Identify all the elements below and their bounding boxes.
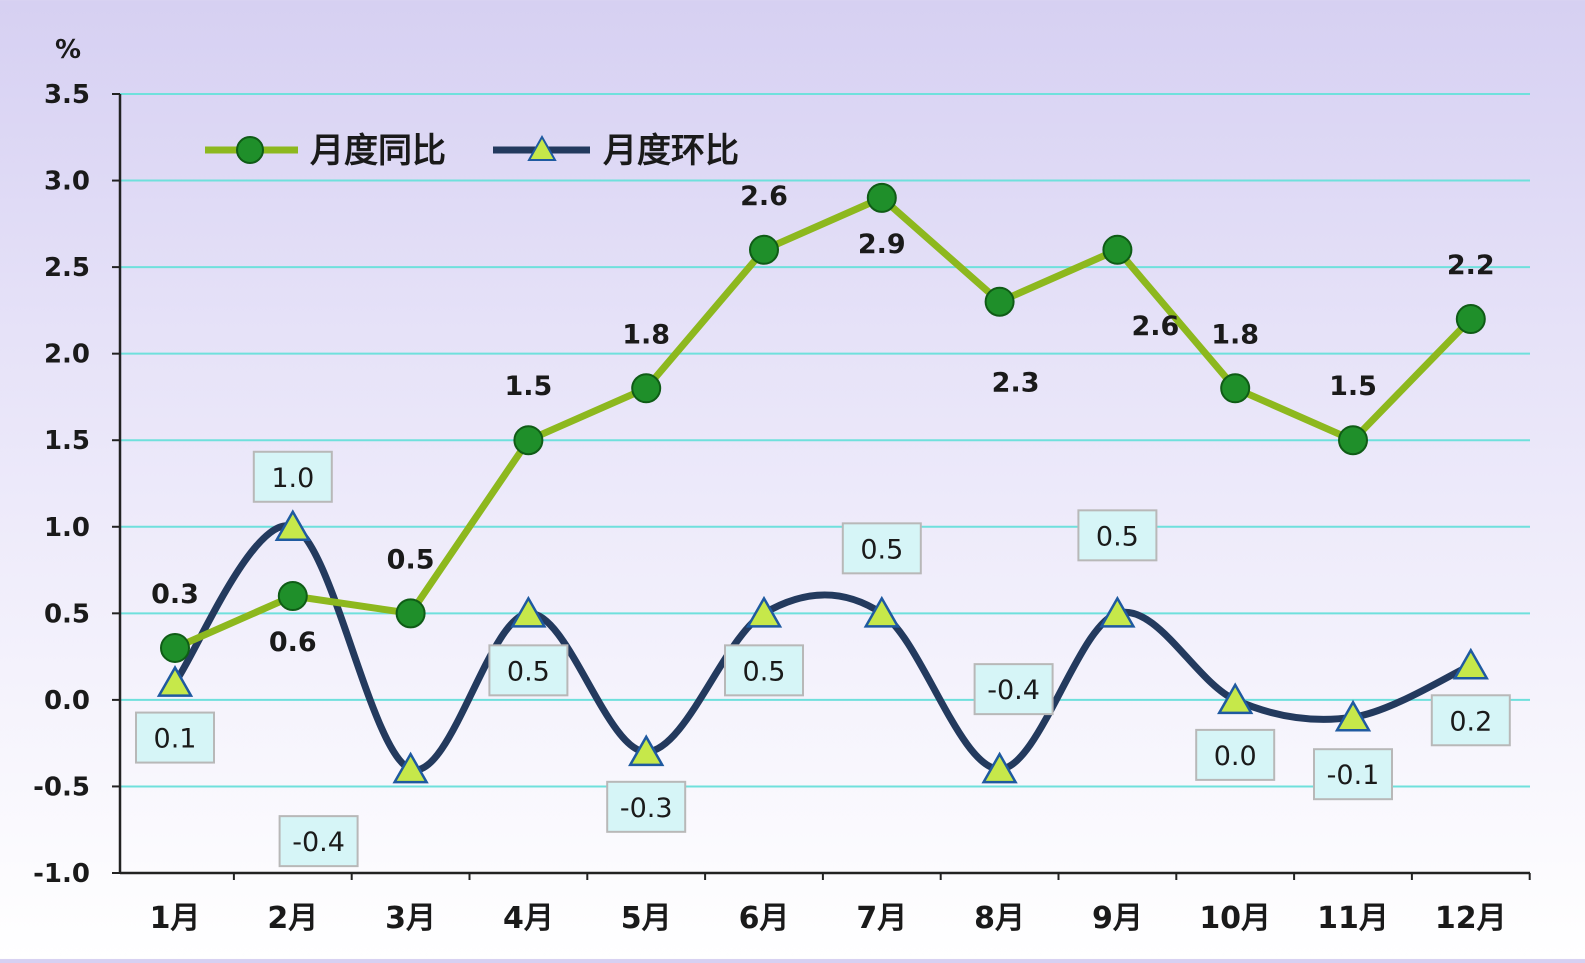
data-label-box-mom (841, 522, 922, 575)
point-mom (1099, 595, 1136, 628)
legend-label-mom: 月度环比 (603, 131, 739, 171)
point-mom (1334, 699, 1372, 732)
data-label-box-mom (278, 815, 359, 868)
point-mom (156, 665, 194, 697)
data-label-mom: -0.1 (1327, 760, 1380, 791)
point-yoy (1102, 234, 1133, 265)
point-yoy (277, 581, 308, 612)
data-label-mom: 0.5 (743, 656, 786, 687)
data-label-yoy: 2.2 (1447, 250, 1495, 281)
x-tick-label: 11月 (1317, 901, 1389, 936)
data-label-yoy: 1.8 (1211, 319, 1259, 350)
x-tick-label: 8月 (974, 901, 1025, 936)
y-tick-label: 0.0 (44, 686, 90, 716)
data-label-box-mom (973, 663, 1054, 716)
x-tick-label: 3月 (385, 901, 436, 936)
data-label-box-mom (135, 711, 215, 764)
point-yoy (1220, 373, 1251, 404)
x-tick-label: 1月 (150, 901, 201, 936)
data-label-box-mom (488, 644, 569, 697)
data-label-box-mom (1077, 509, 1158, 562)
legend-marker-yoy (236, 136, 264, 164)
legend-label-yoy: 月度同比 (310, 131, 446, 171)
data-label-yoy: 1.5 (504, 371, 552, 402)
data-labels: 0.3 0.6 0.5 1.5 1.8 2.6 2.9 2.3 2.6 1.8 1.5 2.2 0.1 1… (135, 181, 1511, 868)
legend-marker-mom (527, 134, 557, 161)
axes: 3.5 3.0 2.5 2.0 1.5 1.0 0.5 0.0 -0.5 -1.0 1月 2月 3月 4月… (33, 80, 1531, 936)
point-yoy (1338, 425, 1368, 456)
point-mom (745, 595, 783, 628)
point-yoy (1455, 304, 1486, 335)
point-mom (392, 751, 429, 784)
point-yoy (631, 373, 662, 404)
point-mom (274, 509, 311, 542)
point-yoy (866, 182, 897, 213)
data-label-yoy: 0.6 (269, 627, 317, 658)
series (156, 182, 1489, 784)
y-tick-label: -1.0 (33, 859, 90, 889)
data-label-yoy: 2.9 (858, 229, 906, 260)
x-tick-label: 7月 (856, 901, 907, 936)
y-tick-label: 2.0 (44, 340, 90, 370)
x-tick-label: 5月 (621, 901, 672, 936)
x-tick-label: 4月 (503, 901, 554, 936)
data-label-mom: 0.5 (1096, 521, 1139, 552)
point-yoy (749, 234, 779, 265)
y-tick-label: 1.0 (44, 513, 90, 543)
y-tick-label: 1.5 (44, 426, 90, 456)
data-label-yoy: 2.6 (1131, 311, 1179, 342)
data-label-box-mom (1313, 748, 1393, 801)
data-label-box-mom (252, 450, 333, 503)
gridlines (120, 93, 1530, 788)
data-label-box-mom (1195, 728, 1276, 781)
data-label-yoy: 2.3 (992, 368, 1040, 399)
y-tick-label: 2.5 (44, 253, 90, 283)
data-label-box-mom (1430, 694, 1511, 747)
point-mom (628, 734, 665, 767)
data-label-yoy: 2.6 (740, 181, 788, 212)
point-mom (510, 595, 547, 628)
data-label-mom: -0.4 (292, 827, 345, 858)
point-mom (863, 595, 900, 628)
data-label-mom: -0.3 (620, 793, 673, 824)
y-tick-label: 3.5 (44, 80, 90, 110)
point-yoy (160, 632, 190, 663)
series-line-yoy (173, 194, 1474, 652)
data-label-yoy: 0.3 (151, 579, 199, 610)
x-tick-label: 12月 (1435, 901, 1507, 936)
data-label-mom: -0.4 (987, 675, 1040, 706)
y-unit-label: % (55, 35, 81, 65)
point-yoy (984, 286, 1015, 317)
data-label-mom: 0.5 (860, 534, 903, 565)
data-label-mom: 0.0 (1214, 741, 1257, 772)
point-yoy (513, 425, 544, 456)
data-label-mom: 1.0 (271, 463, 314, 494)
point-mom (1452, 647, 1489, 680)
data-label-mom: 0.2 (1449, 706, 1492, 737)
y-tick-label: 3.0 (44, 167, 90, 197)
x-tick-label: 10月 (1199, 901, 1271, 936)
data-label-box-mom (724, 644, 804, 697)
series-line-mom (171, 522, 1475, 774)
data-label-mom: 0.1 (154, 724, 197, 755)
x-tick-label: 6月 (739, 901, 790, 936)
y-tick-label: -0.5 (33, 772, 90, 802)
x-tick-label: 9月 (1092, 901, 1143, 936)
point-yoy (395, 598, 426, 629)
data-label-yoy: 1.5 (1329, 371, 1377, 402)
data-label-yoy: 0.5 (387, 544, 435, 575)
data-label-box-mom (606, 780, 687, 833)
data-label-mom: 0.5 (507, 656, 550, 687)
data-label-yoy: 1.8 (622, 319, 670, 350)
y-tick-label: 0.5 (44, 599, 90, 629)
point-mom (1217, 682, 1254, 715)
point-mom (981, 751, 1018, 784)
legend: 月度同比 月度环比 (205, 131, 739, 171)
x-tick-label: 2月 (267, 901, 318, 936)
